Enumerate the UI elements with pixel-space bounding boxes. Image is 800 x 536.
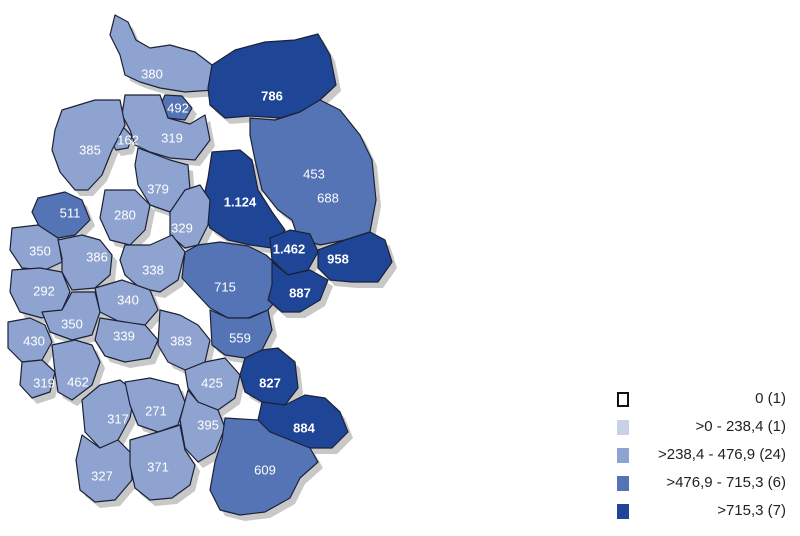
legend-item-1: >0 - 238,4 (1): [612, 416, 792, 444]
region-21: [94, 279, 159, 326]
region-value-label: 339: [113, 328, 135, 343]
region-20: [267, 261, 329, 313]
region-value-label: 280: [114, 207, 136, 222]
germany-choropleth-map: 380 492 786 162 319 385 453 688 379 1.124 511 280 32…: [7, 14, 397, 521]
region-value-label: 379: [147, 181, 169, 196]
region-value-label: 1.462: [273, 241, 306, 256]
region-value-label: 786: [261, 88, 283, 103]
region-31: [81, 379, 136, 449]
region-37: [209, 417, 319, 516]
region-value-label: 430: [23, 333, 45, 348]
region-value-label: 492: [167, 100, 189, 115]
region-value-label: 350: [29, 243, 51, 258]
region-value-label: 383: [170, 333, 192, 348]
region-14: [317, 231, 393, 283]
region-value-label: 371: [147, 459, 169, 474]
region-24: [94, 317, 159, 363]
legend: 0 (1) >0 - 238,4 (1) >238,4 - 476,9 (24)…: [612, 388, 792, 528]
region-value-label: 292: [33, 283, 55, 298]
legend-item-2: >238,4 - 476,9 (24): [612, 444, 792, 472]
region-35: [75, 434, 133, 503]
legend-label-0: 0 (1): [755, 390, 786, 407]
region-34: [179, 389, 226, 463]
region-value-label: 425: [201, 375, 223, 390]
region-value-label: 609: [254, 462, 276, 477]
region-30: [184, 357, 241, 411]
region-value-label: 319: [33, 375, 55, 390]
legend-swatch-2: [617, 448, 629, 463]
region-28: [51, 339, 101, 401]
region-value-label: 385: [79, 142, 101, 157]
region-value-label: 884: [293, 420, 315, 435]
region-value-label: 511: [60, 205, 81, 220]
region-5: [51, 99, 126, 191]
region-value-label: 327: [91, 468, 113, 483]
region-value-label: 395: [197, 417, 219, 432]
region-22: [41, 291, 101, 341]
region-value-label: 162: [117, 132, 139, 147]
region-value-label: 386: [86, 249, 108, 264]
legend-item-0: 0 (1): [612, 388, 792, 416]
region-value-label: 319: [161, 130, 183, 145]
region-value-label: 887: [289, 285, 311, 300]
region-value-label: 688: [317, 190, 339, 205]
region-10: [31, 191, 91, 239]
legend-swatch-1: [617, 420, 629, 435]
region-value-label: 329: [171, 220, 193, 235]
region-27: [19, 359, 56, 399]
legend-swatch-0: [617, 392, 629, 407]
region-26: [209, 309, 273, 359]
legend-item-3: >476,9 - 715,3 (6): [612, 472, 792, 500]
region-16: [57, 234, 113, 291]
legend-label-3: >476,9 - 715,3 (6): [666, 474, 786, 491]
region-value-label: 380: [141, 66, 163, 81]
region-11: [99, 189, 151, 246]
region-4: [121, 94, 211, 161]
region-value-label: 453: [303, 166, 325, 181]
region-value-label: 462: [67, 374, 89, 389]
region-value-label: 338: [142, 262, 164, 277]
legend-item-4: >715,3 (7): [612, 500, 792, 528]
region-36: [129, 424, 196, 501]
region-value-label: 827: [259, 375, 281, 390]
region-value-label: 1.124: [224, 194, 257, 209]
region-value-label: 271: [145, 403, 167, 418]
region-value-label: 317: [107, 411, 129, 426]
legend-label-2: >238,4 - 476,9 (24): [657, 446, 786, 463]
legend-swatch-3: [617, 476, 629, 491]
legend-label-4: >715,3 (7): [717, 502, 786, 519]
legend-label-1: >0 - 238,4 (1): [695, 418, 786, 435]
legend-swatch-4: [617, 504, 629, 519]
region-15: [9, 224, 63, 271]
region-17: [119, 234, 186, 293]
region-value-label: 350: [61, 316, 83, 331]
region-29: [239, 347, 299, 406]
region-value-label: 340: [117, 292, 139, 307]
region-value-label: 559: [229, 330, 251, 345]
region-23: [7, 317, 53, 363]
region-32: [124, 377, 186, 433]
region-value-label: 958: [327, 251, 349, 266]
region-value-label: 715: [214, 279, 236, 294]
